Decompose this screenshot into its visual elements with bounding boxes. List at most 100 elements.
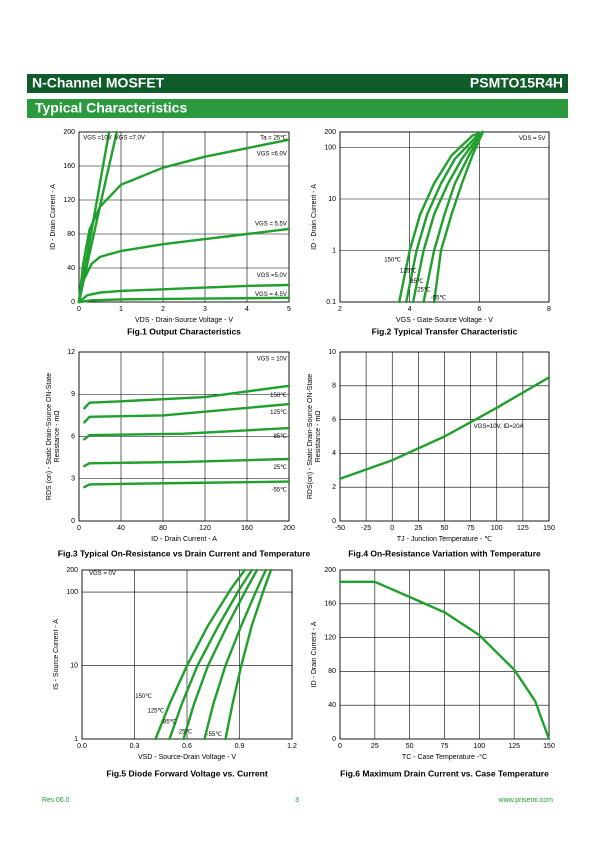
y-tick-label: 10: [328, 196, 336, 203]
curve: [83, 384, 291, 410]
footer-rev: Rev.06.0: [42, 797, 70, 804]
x-tick-label: 1: [119, 306, 123, 313]
x-tick-label: 50: [441, 525, 449, 532]
curve: [77, 296, 291, 304]
y-tick-label: 200: [63, 129, 75, 136]
curve-label: 150℃: [270, 393, 287, 399]
curve-label: VGS =7.0V: [115, 136, 145, 142]
y-tick-label: 0: [71, 518, 75, 525]
plot-frame: [339, 131, 550, 303]
x-tick-label: 6: [477, 306, 481, 313]
curve-label: 150℃: [384, 258, 401, 264]
curve: [203, 568, 267, 741]
curve: [182, 568, 259, 741]
x-tick-label: -50: [335, 525, 345, 532]
section-bar: [27, 99, 568, 118]
y-tick-label: 0: [71, 299, 75, 306]
x-tick-label: 3: [203, 306, 207, 313]
curve-label: 85℃: [410, 279, 424, 285]
curve: [83, 402, 291, 424]
chart-title: Fig.6 Maximum Drain Current vs. Case Tem…: [340, 768, 549, 778]
curve: [83, 480, 291, 489]
y-axis-label: Resistance - mΩ: [315, 411, 322, 463]
x-axis-label: VGS - Gate-Source Voltage - V: [396, 317, 493, 324]
x-tick-label: 120: [199, 525, 211, 532]
y-tick-label: 0: [332, 518, 336, 525]
curve: [77, 283, 291, 304]
y-tick-label: 200: [66, 567, 78, 574]
chart-title: Fig.1 Output Characteristics: [127, 326, 241, 336]
x-tick-label: 25: [371, 743, 379, 750]
y-axis-label: RDS (on) - Static Drain-Source ON-State: [46, 373, 53, 500]
x-tick-label: 4: [408, 306, 412, 313]
y-axis-label: ID - Drain Current - A: [311, 621, 318, 687]
curve-label: 125℃: [270, 410, 287, 416]
plot-frame: [78, 351, 290, 522]
x-tick-label: 75: [441, 743, 449, 750]
x-axis-label: ID - Drain Current - A: [151, 536, 217, 543]
annotation: VGS=10V, ID=20A: [474, 424, 524, 430]
y-tick-label: 1: [332, 247, 336, 254]
y-tick-label: 3: [71, 476, 75, 483]
curve: [422, 130, 484, 304]
annotation: Ta = 25℃: [260, 136, 287, 142]
y-axis-label: RDS(on) - Static Drain-Source ON-State: [307, 374, 314, 499]
x-tick-label: 0: [77, 306, 81, 313]
y-tick-label: 80: [328, 668, 336, 675]
curve: [77, 130, 118, 304]
x-tick-label: 50: [406, 743, 414, 750]
curve: [77, 130, 111, 304]
x-tick-label: 100: [491, 525, 503, 532]
x-tick-label: 5: [287, 306, 291, 313]
chart-title: Fig.5 Diode Forward Voltage vs. Current: [106, 768, 268, 778]
x-tick-label: 0: [390, 525, 394, 532]
curve-label: VGS =10V: [83, 136, 112, 142]
curve: [224, 568, 273, 741]
x-tick-label: 2: [161, 306, 165, 313]
x-tick-label: 0: [77, 525, 81, 532]
y-axis-label: ID - Drain Current - A: [311, 184, 318, 250]
curve: [83, 426, 291, 441]
curve: [432, 130, 484, 304]
y-tick-label: 0.1: [326, 299, 336, 306]
curve: [77, 227, 291, 304]
x-tick-label: 150: [543, 525, 555, 532]
y-axis-label: ID - Drain Current - A: [50, 184, 57, 250]
curve: [338, 376, 551, 480]
curve: [405, 130, 484, 304]
curve: [338, 580, 551, 741]
curve-label: -55℃: [431, 296, 447, 302]
x-tick-label: 0: [338, 743, 342, 750]
plot-frame: [81, 569, 293, 740]
x-axis-label: TJ - Junction Temperature - ℃: [397, 536, 492, 543]
y-tick-label: 10: [328, 349, 336, 356]
x-tick-label: -25: [361, 525, 371, 532]
x-axis-label: TC - Case Temperature -°C: [402, 753, 487, 761]
curve: [398, 130, 484, 304]
y-tick-label: 40: [328, 702, 336, 709]
x-tick-label: 8: [547, 306, 551, 313]
x-axis-label: VDS - Drain-Source Voltage - V: [135, 317, 233, 324]
footer-site: www.prisemi.com: [498, 797, 554, 804]
curve-label: 150℃: [135, 694, 152, 700]
y-tick-label: 80: [67, 231, 75, 238]
curve: [83, 457, 291, 468]
y-tick-label: 160: [324, 601, 336, 608]
x-tick-label: 0.3: [130, 743, 140, 750]
curve-label: 25℃: [273, 465, 287, 471]
x-tick-label: 25: [414, 525, 422, 532]
y-tick-label: 120: [63, 197, 75, 204]
x-tick-label: 80: [159, 525, 167, 532]
x-axis-label: VSD - Source-Drain Voltage - V: [138, 754, 236, 761]
y-tick-label: 100: [324, 144, 336, 151]
curve-label: VGS =6.0V: [257, 152, 287, 158]
curve-label: VGS = 4.5V: [255, 292, 287, 298]
y-tick-label: 6: [71, 433, 75, 440]
header-left: N-Channel MOSFET: [32, 75, 165, 91]
curve-label: 85℃: [163, 720, 177, 726]
curve-label: 125℃: [148, 709, 165, 715]
y-tick-label: 8: [332, 383, 336, 390]
curve-label: 125℃: [400, 269, 417, 275]
curve: [77, 138, 291, 304]
